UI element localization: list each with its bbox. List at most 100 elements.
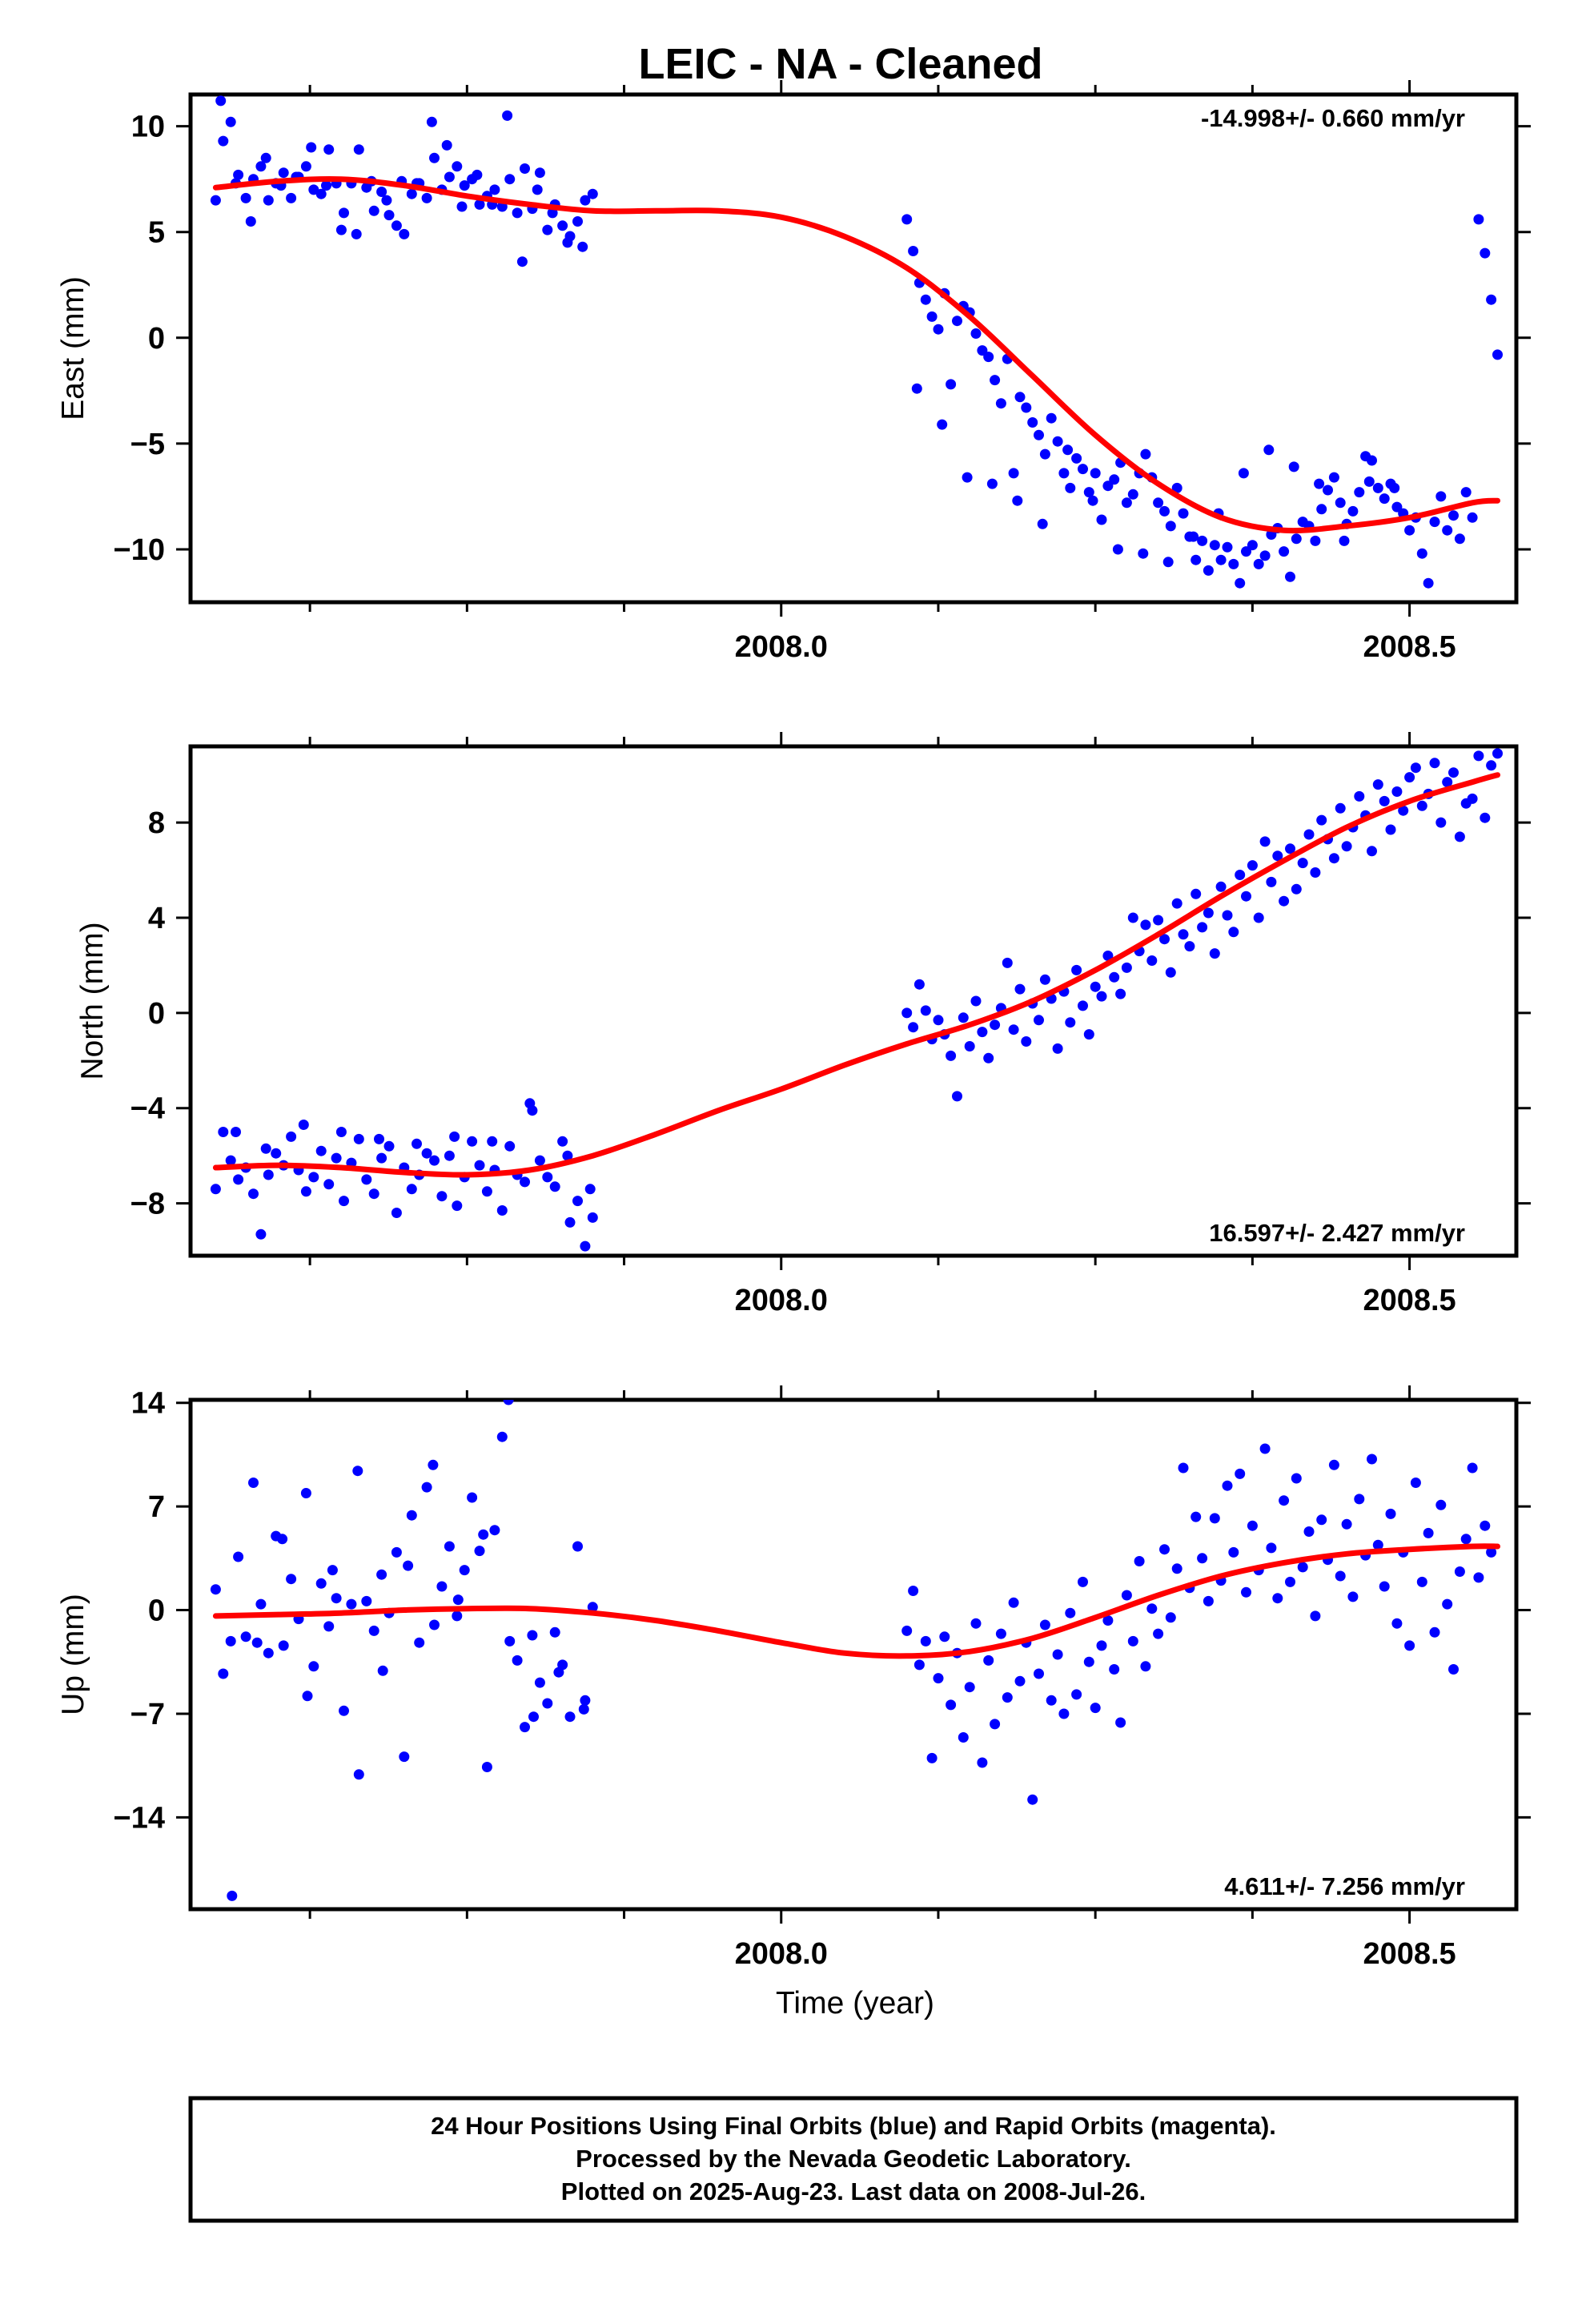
up-data-point xyxy=(1467,1462,1478,1474)
up-data-point xyxy=(481,1762,492,1772)
north-data-point xyxy=(1454,831,1465,842)
east-data-point xyxy=(1404,525,1415,536)
north-data-point xyxy=(1021,1036,1032,1047)
up-data-point xyxy=(1303,1526,1315,1537)
east-data-point xyxy=(1328,472,1339,483)
north-data-point xyxy=(1328,853,1339,864)
up-data-point xyxy=(542,1698,553,1709)
north-data-point xyxy=(1335,802,1346,814)
up-data-point xyxy=(1448,1664,1459,1675)
up-data-point xyxy=(1310,1610,1321,1622)
east-rate-label: -14.998+/- 0.660 mm/yr xyxy=(1201,104,1465,132)
east-data-point xyxy=(1209,540,1220,551)
east-data-point xyxy=(255,161,267,172)
east-data-point xyxy=(1347,505,1359,517)
east-data-point xyxy=(504,174,516,185)
up-data-point xyxy=(327,1565,338,1576)
north-data-point xyxy=(383,1140,395,1152)
east-points xyxy=(210,0,1503,589)
east-data-point xyxy=(1354,487,1365,498)
north-data-point xyxy=(1071,964,1082,975)
east-data-point xyxy=(1339,535,1350,546)
north-data-point xyxy=(308,1172,319,1183)
up-data-point xyxy=(1416,1576,1427,1587)
north-points xyxy=(210,748,1503,1252)
north-data-point xyxy=(1316,814,1327,826)
north-data-point xyxy=(572,1196,583,1207)
up-data-point xyxy=(926,1752,938,1763)
east-data-point xyxy=(1389,482,1400,493)
east-data-point xyxy=(260,152,271,163)
north-data-point xyxy=(952,1091,962,1102)
up-fit-curve xyxy=(212,1543,1500,1659)
north-data-point xyxy=(1416,800,1427,811)
north-data-point xyxy=(1253,912,1264,923)
east-data-point xyxy=(946,379,957,390)
east-data-point xyxy=(321,180,331,191)
east-data-point xyxy=(406,188,417,199)
up-data-point xyxy=(1347,1591,1359,1602)
east-data-point xyxy=(1439,0,1450,6)
north-data-point xyxy=(580,1240,591,1252)
north-data-point xyxy=(248,1188,259,1200)
east-data-point xyxy=(1046,412,1057,424)
north-data-point xyxy=(1102,951,1114,961)
north-data-point xyxy=(1259,836,1271,847)
east-data-point xyxy=(225,116,236,127)
up-data-point xyxy=(512,1655,523,1666)
north-data-point xyxy=(1115,988,1126,999)
up-data-point xyxy=(1328,1459,1339,1470)
east-data-point xyxy=(908,246,919,256)
up-data-point xyxy=(1404,1640,1415,1651)
north-data-point xyxy=(1184,941,1195,952)
north-data-point xyxy=(1203,907,1214,919)
north-data-point xyxy=(1090,981,1101,992)
up-data-point xyxy=(233,1551,244,1562)
up-data-point xyxy=(1367,1454,1377,1465)
up-data-point xyxy=(225,1635,236,1647)
north-data-point xyxy=(1398,805,1409,816)
up-data-point xyxy=(1078,1576,1088,1587)
east-data-point xyxy=(1188,531,1199,542)
east-data-point xyxy=(1486,294,1497,305)
north-data-point xyxy=(562,1150,573,1161)
east-data-point xyxy=(368,205,379,216)
east-data-point xyxy=(1071,452,1082,464)
north-data-point xyxy=(1109,971,1120,983)
north-data-point xyxy=(933,1015,944,1026)
north-data-point xyxy=(496,1205,508,1216)
east-data-point xyxy=(474,199,485,210)
east-data-point xyxy=(901,214,913,225)
up-data-point xyxy=(572,1541,583,1552)
east-data-point xyxy=(300,161,311,172)
east-data-point xyxy=(512,207,523,219)
east-data-point xyxy=(1259,550,1271,561)
east-data-point xyxy=(1058,468,1070,479)
north-data-point xyxy=(564,1216,576,1228)
up-data-point xyxy=(1492,0,1503,6)
up-data-point xyxy=(1165,1612,1176,1623)
up-data-point xyxy=(286,1574,297,1585)
up-data-point xyxy=(1052,1649,1063,1660)
east-data-point xyxy=(557,220,568,231)
east-data-point xyxy=(1222,541,1233,553)
east-data-point xyxy=(335,224,347,235)
east-data-point xyxy=(1228,558,1239,569)
up-y-axis-label: Up (mm) xyxy=(56,1594,90,1715)
up-data-point xyxy=(489,1525,500,1536)
up-data-point xyxy=(977,1757,988,1768)
east-data-point xyxy=(920,294,931,305)
up-data-point xyxy=(553,1667,564,1678)
up-data-point xyxy=(361,1595,372,1606)
north-data-point xyxy=(1486,760,1497,771)
north-data-point xyxy=(1008,1024,1019,1035)
up-data-point xyxy=(1121,1590,1132,1601)
up-data-point xyxy=(534,1677,545,1688)
up-data-point xyxy=(1065,1607,1076,1618)
east-data-point xyxy=(962,472,973,483)
up-data-point xyxy=(1354,1494,1365,1505)
north-data-point xyxy=(255,1228,267,1240)
north-panel: 2008.0 2008.5 8 4 0 −4 −8 North (mm) 16.597+/- 2… xyxy=(75,732,1531,1317)
north-data-point xyxy=(353,1133,364,1144)
north-data-point xyxy=(1291,883,1302,895)
